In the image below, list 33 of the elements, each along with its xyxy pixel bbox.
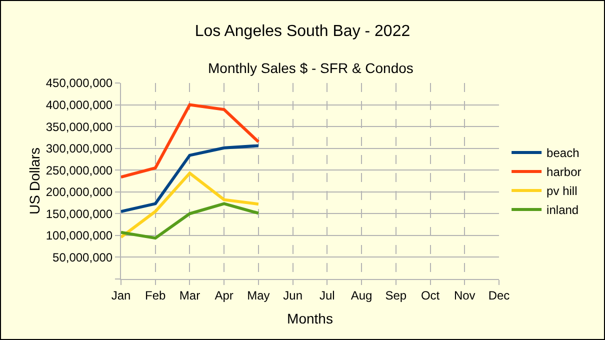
y-tick-label: 200,000,000 <box>46 185 113 200</box>
chart-title: Los Angeles South Bay - 2022 <box>194 22 410 40</box>
y-tick-label: 400,000,000 <box>46 98 113 112</box>
line-series <box>121 144 260 213</box>
line-series <box>121 172 260 239</box>
legend-label: beach <box>546 146 580 160</box>
y-tick-label: 450,000,000 <box>46 76 113 90</box>
x-tick-label: Jun <box>283 288 302 302</box>
x-tick-label: Nov <box>454 288 476 302</box>
y-tick-label: 100,000,000 <box>46 228 113 243</box>
y-tick-label: 350,000,000 <box>46 120 113 134</box>
chart-subtitle: Monthly Sales $ - SFR & Condos <box>208 60 414 76</box>
x-tick-label: Jan <box>111 288 131 302</box>
x-tick-label: Jul <box>320 288 335 302</box>
y-tick-label: 150,000,000 <box>46 206 113 221</box>
x-tick-label: Feb <box>145 288 166 302</box>
line-series <box>121 103 260 179</box>
x-tick-label: Apr <box>214 288 234 302</box>
y-tick-label: 50,000,000 <box>52 250 113 264</box>
y-tick-label: 300,000,000 <box>46 142 113 156</box>
x-tick-label: Aug <box>350 288 372 302</box>
legend-label: inland <box>546 203 579 218</box>
x-tick-label: May <box>247 288 270 302</box>
line-series <box>121 202 260 240</box>
y-axis-title: US Dollars <box>26 148 42 214</box>
x-tick-label: Oct <box>420 288 440 302</box>
legend-label: harbor <box>546 165 582 180</box>
x-axis-title: Months <box>287 310 333 327</box>
y-tick-label: 250,000,000 <box>46 163 113 178</box>
x-tick-label: Dec <box>488 288 510 302</box>
x-tick-label: Sep <box>385 288 407 302</box>
legend-label: pv hill <box>546 184 578 198</box>
x-tick-label: Mar <box>179 288 200 302</box>
